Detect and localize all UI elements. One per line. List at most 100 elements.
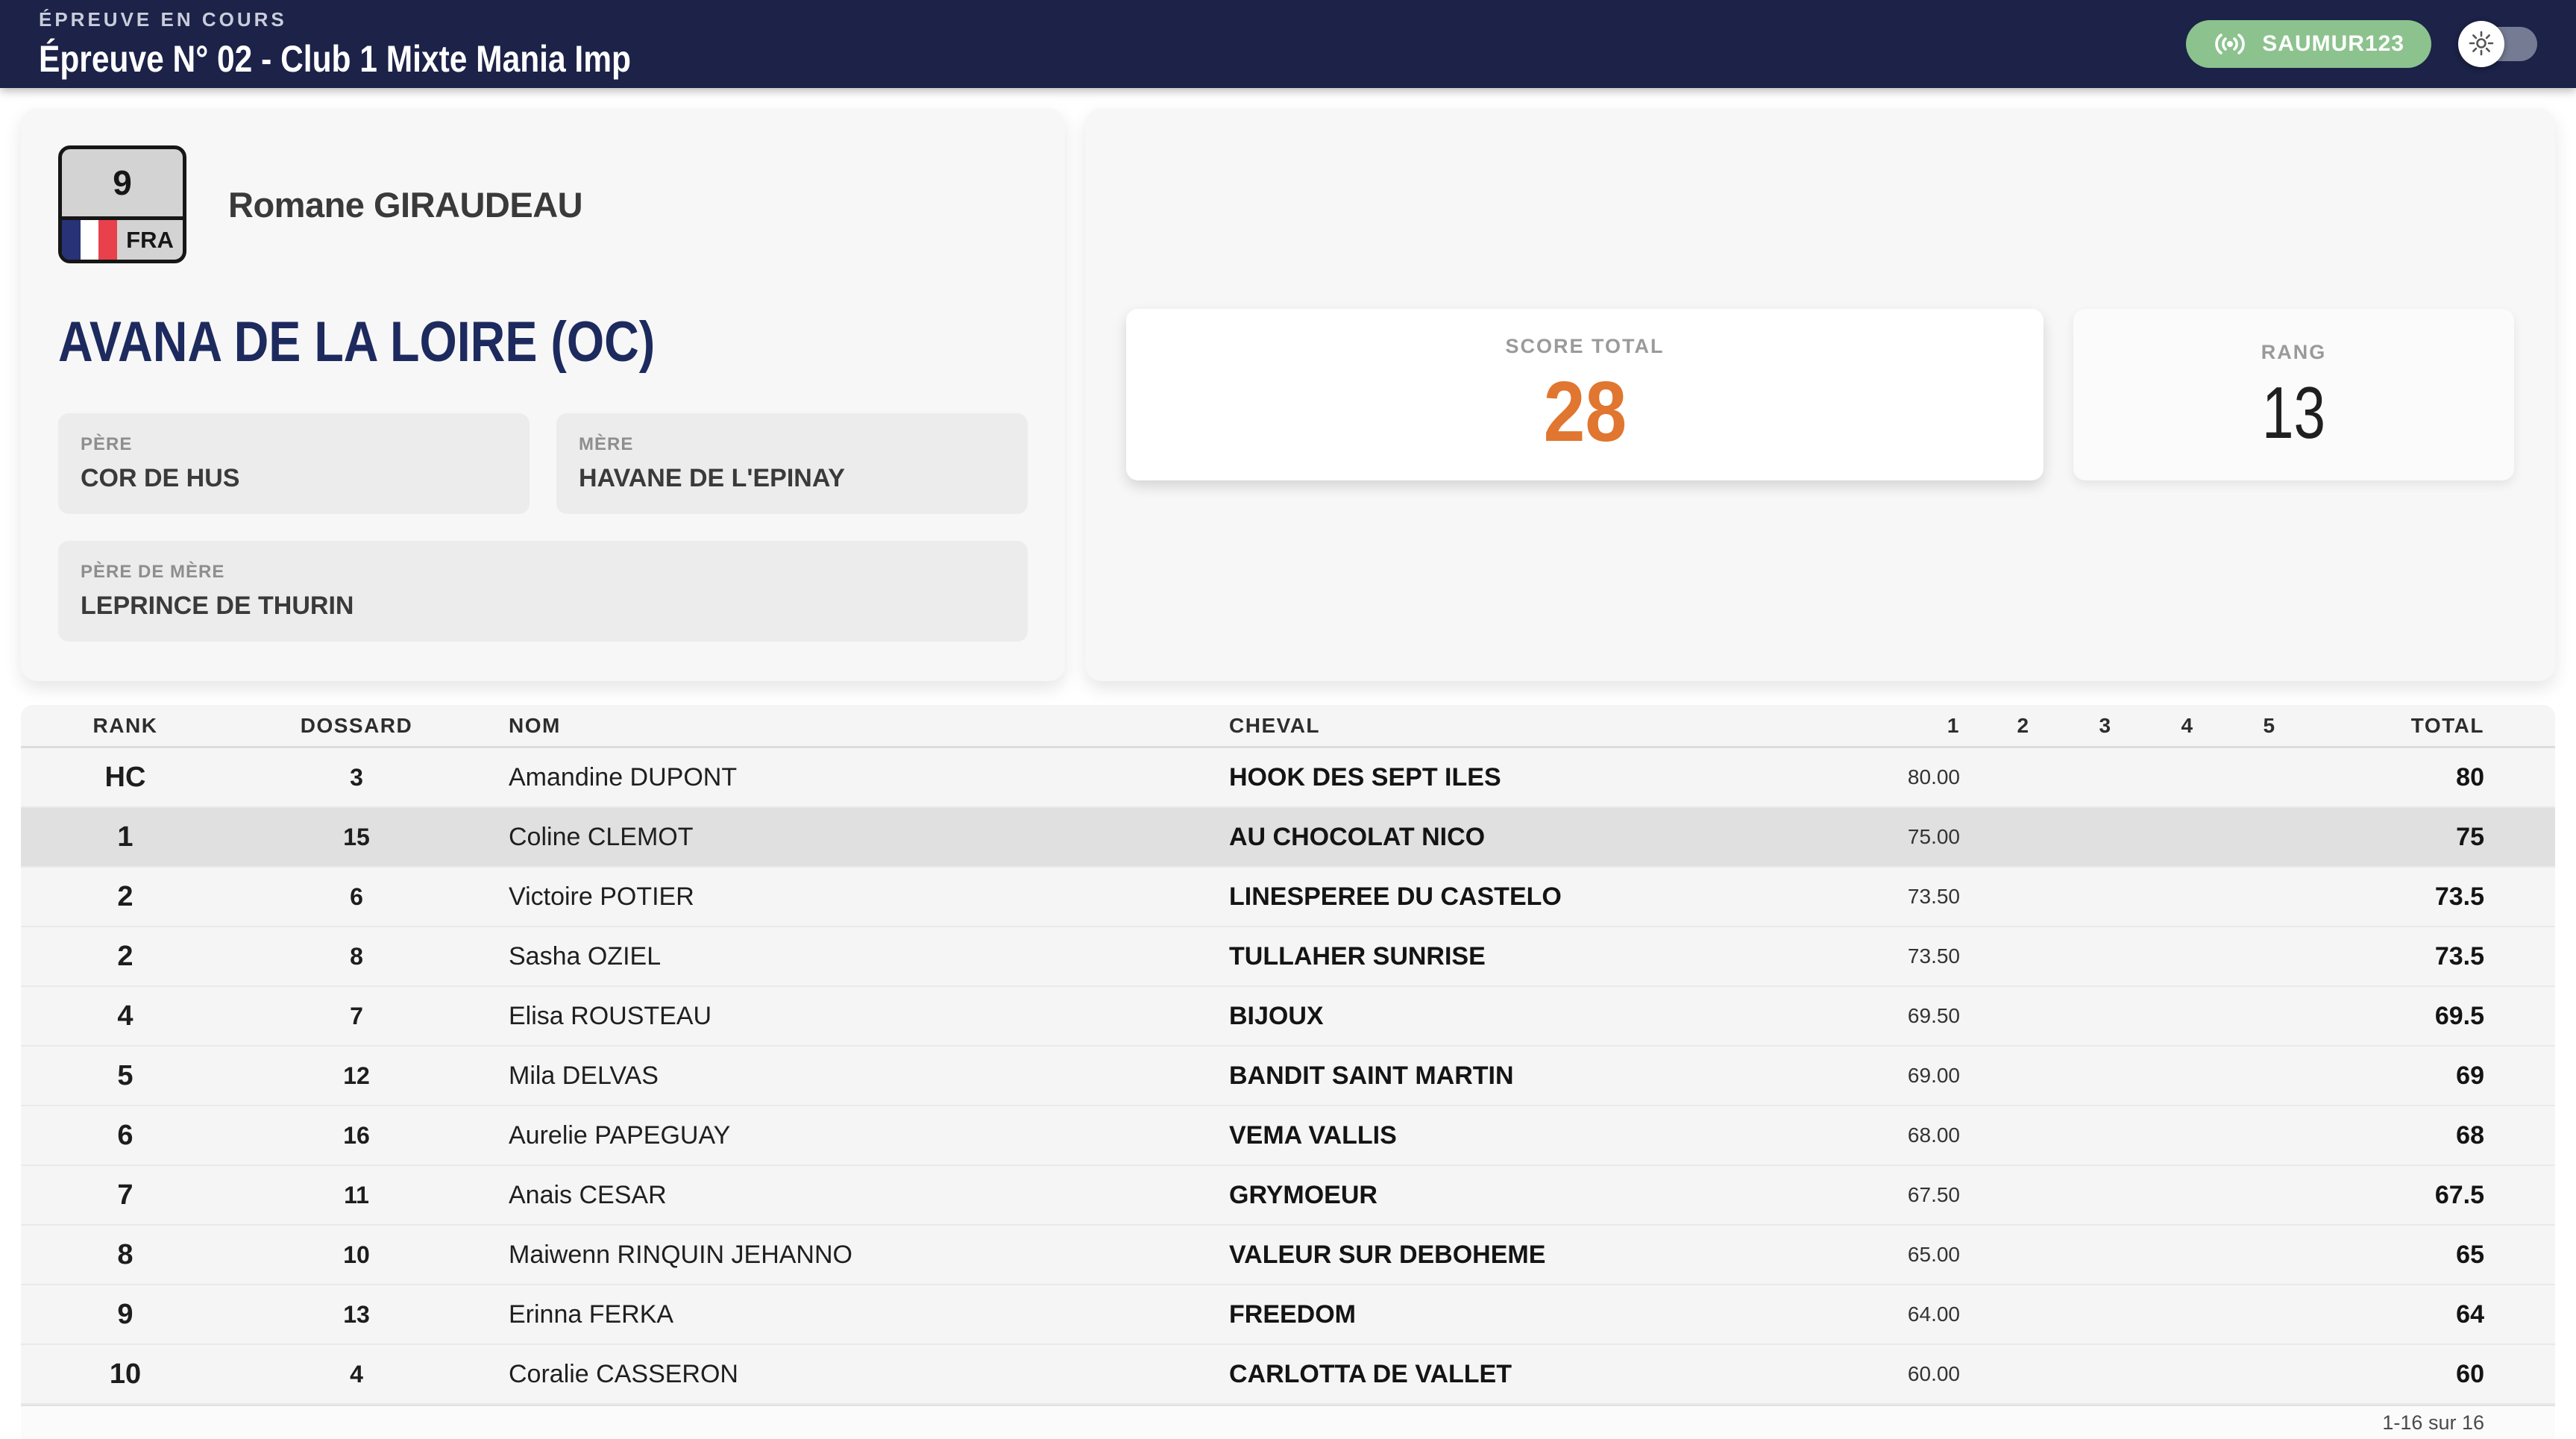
score-1-cell: 69.00 [1907, 1064, 1960, 1087]
rider-head: 9 FRA Romane GIRAUDEAU [58, 145, 1028, 263]
dossard-cell: 12 [343, 1062, 370, 1089]
rank-cell: 10 [109, 1358, 142, 1390]
table-row[interactable]: 8 10 Maiwenn RINQUIN JEHANNO VALEUR SUR … [21, 1226, 2555, 1285]
dam-box: MÈRE HAVANE DE L'EPINAY [556, 413, 1028, 514]
rank-label: RANG [2261, 340, 2327, 363]
dossard-cell: 11 [344, 1181, 369, 1208]
rider-name-cell: Aurelie PAPEGUAY [509, 1120, 731, 1150]
dam-value: HAVANE DE L'EPINAY [579, 464, 845, 492]
score-1-cell: 65.00 [1907, 1243, 1960, 1266]
score-1-cell: 60.00 [1907, 1362, 1960, 1385]
total-cell: 67.5 [2434, 1180, 2484, 1209]
broadcast-icon [2213, 33, 2247, 55]
header-rank: RANK [92, 713, 158, 737]
dossard-cell: 6 [350, 882, 363, 910]
score-total-label: SCORE TOTAL [1505, 334, 1665, 357]
rider-name-cell: Anais CESAR [509, 1180, 667, 1209]
score-1-cell: 73.50 [1907, 885, 1960, 908]
rank-cell: 7 [117, 1179, 133, 1211]
rank-cell: 2 [117, 940, 133, 972]
dossard-cell: 4 [350, 1360, 363, 1388]
summary-cards-row: 9 FRA Romane GIRAUDEAU AVANA DE LA LOIRE… [21, 108, 2555, 681]
dossard-cell: 13 [343, 1300, 370, 1328]
score-1-cell: 73.50 [1907, 944, 1960, 968]
rank-cell: 5 [117, 1059, 133, 1091]
total-cell: 69 [2456, 1061, 2484, 1090]
results-table-body: HC 3 Amandine DUPONT HOOK DES SEPT ILES … [21, 748, 2555, 1405]
table-row[interactable]: 9 13 Erinna FERKA FREEDOM 64.00 64 [21, 1285, 2555, 1345]
table-row[interactable]: 2 8 Sasha OZIEL TULLAHER SUNRISE 73.50 7… [21, 927, 2555, 987]
rank-cell: 8 [117, 1238, 133, 1270]
header-score-1: 1 [1947, 713, 1960, 737]
sire-label: PÈRE [81, 434, 133, 454]
score-1-cell: 75.00 [1907, 825, 1960, 848]
header-score-4: 4 [2181, 713, 2194, 737]
total-cell: 60 [2456, 1359, 2484, 1388]
dossard-cell: 10 [343, 1241, 370, 1268]
theme-toggle[interactable] [2458, 21, 2537, 67]
france-flag-icon [62, 220, 118, 260]
header-score-5: 5 [2263, 713, 2276, 737]
total-cell: 65 [2456, 1240, 2484, 1269]
score-1-cell: 69.50 [1907, 1004, 1960, 1027]
sun-icon [2468, 30, 2495, 59]
header-score-2: 2 [2017, 713, 2030, 737]
bib-country-strip: FRA [62, 216, 183, 260]
sire-box: PÈRE COR DE HUS [58, 413, 530, 514]
total-cell: 73.5 [2434, 882, 2484, 911]
total-cell: 75 [2456, 822, 2484, 851]
horse-name-cell: HOOK DES SEPT ILES [1229, 762, 1501, 791]
total-cell: 73.5 [2434, 941, 2484, 971]
score-total-card: SCORE TOTAL 28 [1126, 309, 2043, 480]
score-1-cell: 67.50 [1907, 1183, 1960, 1206]
total-cell: 80 [2456, 762, 2484, 791]
header-nom: NOM [509, 713, 561, 737]
table-row[interactable]: 4 7 Elisa ROUSTEAU BIJOUX 69.50 69.5 [21, 987, 2555, 1047]
dam-label: MÈRE [579, 434, 634, 454]
topbar: ÉPREUVE EN COURS Épreuve N° 02 - Club 1 … [0, 0, 2576, 88]
score-total-value: 28 [1543, 364, 1627, 460]
horse-name: AVANA DE LA LOIRE (OC) [58, 310, 656, 374]
pagination-bar: 1-16 sur 16 [21, 1405, 2555, 1439]
table-row[interactable]: 6 16 Aurelie PAPEGUAY VEMA VALLIS 68.00 … [21, 1106, 2555, 1166]
table-row[interactable]: 10 4 Coralie CASSERON CARLOTTA DE VALLET… [21, 1345, 2555, 1405]
rider-name-cell: Maiwenn RINQUIN JEHANNO [509, 1240, 852, 1269]
rider-name-cell: Victoire POTIER [509, 882, 694, 911]
score-1-cell: 68.00 [1907, 1123, 1960, 1147]
rider-name-cell: Coline CLEMOT [509, 822, 694, 851]
dossard-cell: 16 [343, 1121, 370, 1149]
table-row[interactable]: HC 3 Amandine DUPONT HOOK DES SEPT ILES … [21, 748, 2555, 808]
total-cell: 69.5 [2434, 1001, 2484, 1030]
rider-name-cell: Elisa ROUSTEAU [509, 1001, 712, 1030]
rider-name: Romane GIRAUDEAU [228, 184, 583, 225]
horse-name-cell: VEMA VALLIS [1229, 1120, 1397, 1150]
horse-name-cell: AU CHOCOLAT NICO [1229, 822, 1486, 851]
horse-name-cell: TULLAHER SUNRISE [1229, 941, 1486, 971]
header-total: TOTAL [2410, 713, 2484, 737]
rank-cell: 2 [117, 880, 133, 912]
rider-name-cell: Amandine DUPONT [509, 762, 738, 791]
toggle-knob [2458, 21, 2504, 67]
header-score-3: 3 [2099, 713, 2112, 737]
rank-cell: 1 [117, 821, 133, 853]
results-table-header: RANK DOSSARD NOM CHEVAL 1 2 3 4 5 TOTAL [21, 705, 2555, 748]
event-status-kicker: ÉPREUVE EN COURS [39, 7, 287, 31]
total-cell: 64 [2456, 1300, 2484, 1329]
dam-sire-label: PÈRE DE MÈRE [81, 562, 225, 582]
table-row[interactable]: 2 6 Victoire POTIER LINESPEREE DU CASTEL… [21, 868, 2555, 927]
table-row[interactable]: 5 12 Mila DELVAS BANDIT SAINT MARTIN 69.… [21, 1047, 2555, 1106]
horse-name-cell: VALEUR SUR DEBOHEME [1229, 1240, 1546, 1269]
pedigree-grid: PÈRE COR DE HUS MÈRE HAVANE DE L'EPINAY … [58, 413, 1028, 642]
horse-name-cell: LINESPEREE DU CASTELO [1229, 882, 1562, 911]
table-row[interactable]: 7 11 Anais CESAR GRYMOEUR 67.50 67.5 [21, 1166, 2555, 1226]
rank-cell: HC [104, 761, 146, 793]
rank-card: RANG 13 [2073, 309, 2514, 480]
dam-sire-value: LEPRINCE DE THURIN [81, 592, 354, 620]
dam-sire-box: PÈRE DE MÈRE LEPRINCE DE THURIN [58, 541, 1028, 642]
horse-name-cell: BANDIT SAINT MARTIN [1229, 1061, 1514, 1090]
live-channel-label: SAUMUR123 [2262, 31, 2404, 56]
rank-value: 13 [2261, 371, 2326, 454]
table-row[interactable]: 1 15 Coline CLEMOT AU CHOCOLAT NICO 75.0… [21, 808, 2555, 868]
dossard-cell: 7 [350, 1002, 363, 1029]
live-channel-badge[interactable]: SAUMUR123 [2186, 20, 2431, 68]
